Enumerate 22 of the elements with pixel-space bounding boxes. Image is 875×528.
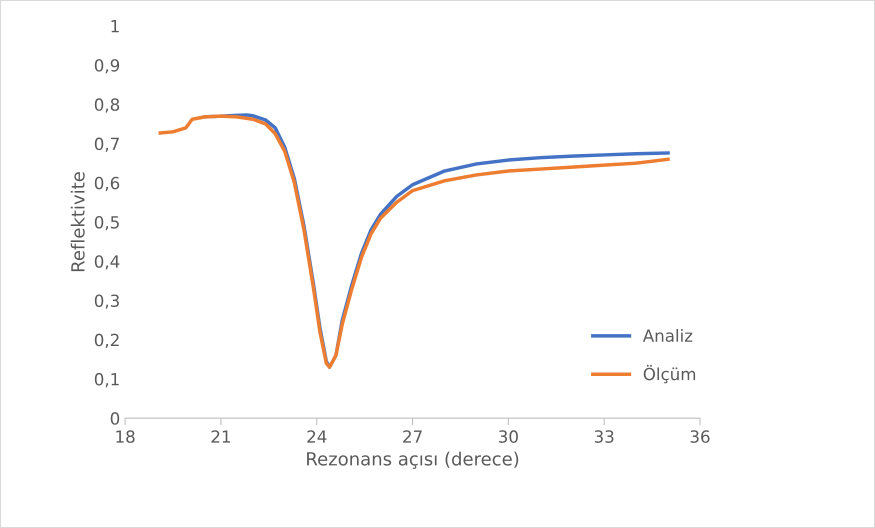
- y-tick-label: 0,6: [94, 176, 120, 192]
- y-tick-label: 0,4: [94, 255, 120, 270]
- x-tick-label: 27: [403, 430, 422, 443]
- y-tick-label: 0,8: [94, 98, 120, 113]
- y-tick-label: 0,5: [94, 216, 119, 230]
- x-tick-label: 21: [212, 430, 230, 443]
- x-tick-label: 24: [307, 430, 326, 443]
- x-axis-title: Rezonans açısı (derece): [307, 452, 518, 469]
- y-tick-label: 0,7: [94, 138, 119, 152]
- y-tick-label: 0,1: [94, 372, 119, 388]
- y-tick-label: 0,9: [94, 59, 120, 74]
- x-tick-label: 33: [594, 430, 614, 443]
- y-tick-label: 0: [110, 412, 120, 425]
- y-tick-label: 1: [111, 20, 119, 32]
- legend-label: Ölçüm: [644, 364, 696, 384]
- x-tick-label: 18: [116, 430, 135, 443]
- y-tick-label: 0,2: [94, 334, 119, 348]
- y-axis-title: Reflektivite: [70, 172, 85, 272]
- x-tick-label: 30: [499, 430, 518, 443]
- y-tick-label: 0,3: [94, 294, 119, 309]
- x-tick-label: 36: [690, 430, 710, 443]
- legend-label: Analiz: [642, 329, 692, 342]
